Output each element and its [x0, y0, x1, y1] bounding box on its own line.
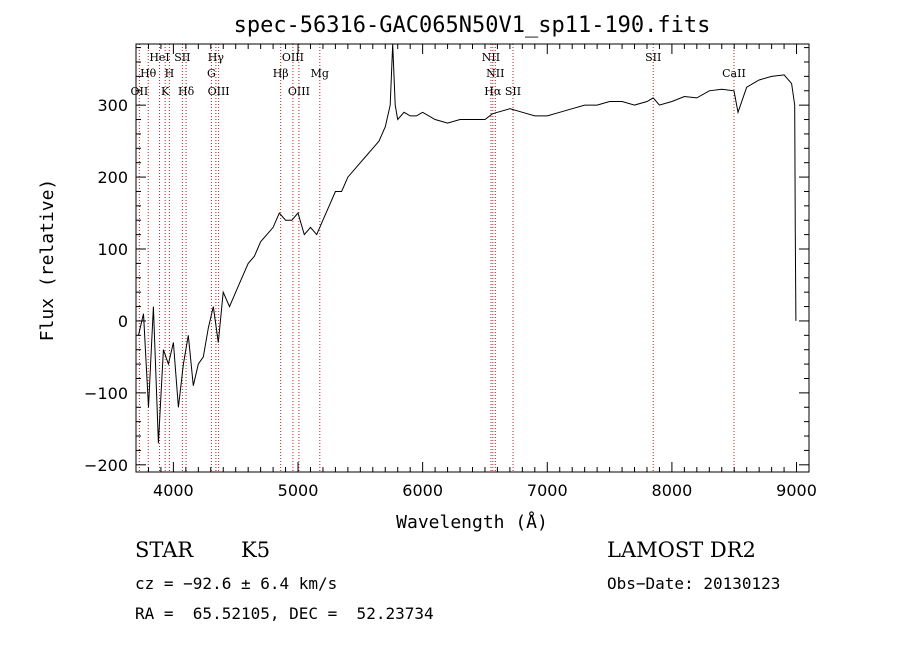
- y-tick-label: 200: [97, 168, 128, 187]
- line-label-13: Mg: [311, 67, 329, 80]
- x-tick-label: 5000: [278, 481, 319, 500]
- line-label-8: G: [207, 67, 216, 80]
- spectrum-line: [138, 43, 797, 444]
- y-tick-label: −100: [84, 384, 128, 403]
- line-label-19: CaII: [722, 67, 746, 80]
- line-label-2: HeI: [149, 51, 169, 64]
- y-tick-label: 0: [118, 312, 128, 331]
- redshift-cz: cz = −92.6 ± 6.4 km/s: [135, 574, 338, 593]
- x-tick-label: 8000: [652, 481, 693, 500]
- spectrum-series: [138, 43, 797, 444]
- line-label-15: Hα: [484, 85, 502, 98]
- line-label-10: Hβ: [273, 67, 289, 80]
- x-tick-label: 7000: [527, 481, 568, 500]
- line-label-11: OIII: [282, 51, 304, 64]
- line-label-1: Hθ: [140, 67, 157, 80]
- plot-frame: [135, 43, 810, 473]
- obs-date: Obs−Date: 20130123: [607, 574, 781, 593]
- coordinates: RA = 65.52105, DEC = 52.23734: [135, 604, 434, 623]
- y-axis-label: Flux (relative): [37, 179, 58, 342]
- line-label-0: OII: [131, 85, 149, 98]
- y-tick-label: 300: [97, 96, 128, 115]
- line-label-17: SII: [505, 85, 521, 98]
- line-markers: OIIHθHeIKHSIIHδHγGOIIIHβOIIIOIIIMgNIIHαN…: [131, 44, 746, 472]
- line-label-9: OIII: [208, 85, 230, 98]
- x-tick-label: 6000: [402, 481, 443, 500]
- x-tick-label: 9000: [776, 481, 817, 500]
- object-subclass: K5: [241, 538, 271, 562]
- y-tick-label: 100: [97, 240, 128, 259]
- survey-name: LAMOST DR2: [607, 538, 756, 562]
- line-label-5: SII: [174, 51, 190, 64]
- x-axis-label: Wavelength (Å): [396, 511, 548, 533]
- line-label-3: K: [161, 85, 170, 98]
- line-label-7: Hγ: [208, 51, 225, 64]
- line-label-18: SII: [645, 51, 661, 64]
- spectrum-chart: spec-56316-GAC065N50V1_sp11-190.fits OII…: [37, 13, 817, 533]
- line-label-6: Hδ: [178, 85, 195, 98]
- object-class: STAR: [135, 538, 194, 562]
- axes: 4000 5000 6000 7000 8000 9000 −200 −100 0 100 200 3…: [84, 44, 817, 500]
- y-tick-label: −200: [84, 456, 128, 475]
- chart-title: spec-56316-GAC065N50V1_sp11-190.fits: [234, 13, 711, 38]
- line-label-12: OIII: [288, 85, 310, 98]
- line-label-14: NII: [482, 51, 500, 64]
- line-label-16: NII: [486, 67, 504, 80]
- line-label-4: H: [165, 67, 175, 80]
- x-tick-label: 4000: [153, 481, 194, 500]
